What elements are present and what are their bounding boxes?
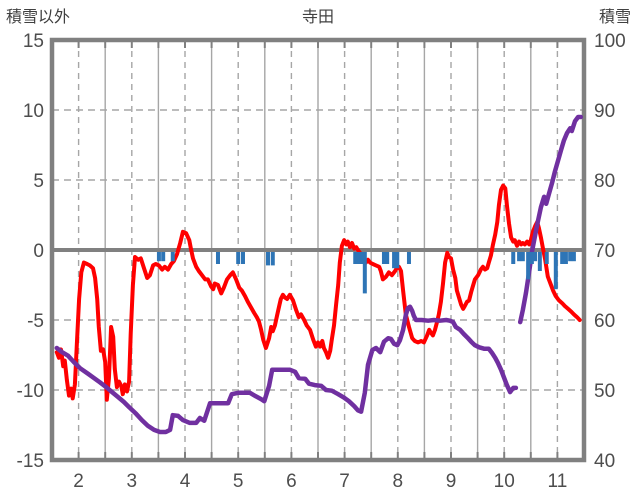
purple-line-series (517, 114, 584, 325)
snow-bar (392, 252, 397, 269)
snow-bar (381, 252, 386, 264)
y-right-tick-label: 90 (594, 101, 615, 122)
snow-bar (385, 252, 390, 264)
y-right-tick-label: 80 (594, 171, 615, 192)
snow-bar (270, 252, 275, 266)
snow-bar (161, 252, 166, 262)
y-left-tick-label: -5 (27, 311, 44, 332)
snow-bar (353, 252, 358, 264)
x-tick-label: 8 (393, 471, 404, 492)
snow-bar (520, 252, 525, 262)
y-left-tick-label: -10 (17, 381, 44, 402)
y-left-tick-label: -15 (17, 451, 44, 472)
snow-bar (511, 252, 516, 264)
x-tick-label: 6 (286, 471, 297, 492)
x-tick-label: 10 (494, 471, 515, 492)
snow-bar (362, 252, 367, 294)
purple-line-series (54, 304, 519, 435)
snow-bar (560, 252, 565, 264)
snow-bar (568, 252, 573, 262)
x-tick-label: 9 (446, 471, 457, 492)
snow-bar (359, 252, 364, 264)
x-tick-label: 3 (127, 471, 138, 492)
y-left-tick-label: 15 (23, 31, 44, 52)
y-left-tick-label: 10 (23, 101, 44, 122)
snow-bar (544, 252, 549, 264)
y-right-tick-label: 40 (594, 451, 615, 472)
y-right-tick-label: 50 (594, 381, 615, 402)
chart-title: 寺田 (301, 9, 334, 26)
snow-bar (537, 252, 542, 271)
snow-bar (563, 252, 568, 264)
snow-bar (170, 252, 175, 262)
snow-bar (571, 252, 576, 262)
y-right-tick-label: 60 (594, 311, 615, 332)
snow-bar (553, 252, 558, 290)
x-tick-label: 5 (233, 471, 244, 492)
snow-bar (357, 252, 362, 264)
snow-bar (517, 252, 522, 262)
snow-bar (406, 252, 411, 264)
snow-bar (156, 252, 161, 262)
snow-bar (533, 252, 538, 262)
red-line-series (54, 183, 582, 402)
left-axis-title: 積雪以外 (6, 9, 71, 26)
y-left-tick-label: 0 (33, 241, 44, 262)
right-axis-title: 積雪 (598, 9, 631, 26)
x-tick-label: 4 (180, 471, 191, 492)
snow-bar (265, 252, 270, 266)
x-tick-label: 11 (548, 471, 568, 492)
snow-bar (236, 252, 241, 264)
x-tick-label: 7 (339, 471, 350, 492)
y-right-tick-label: 100 (594, 31, 626, 52)
snow-bar (240, 252, 245, 264)
snow-bar (215, 252, 220, 264)
y-left-tick-label: 5 (33, 171, 44, 192)
y-right-tick-label: 70 (594, 241, 615, 262)
x-tick-label: 2 (73, 471, 84, 492)
snow-bar (395, 252, 400, 269)
snow-bar (355, 252, 360, 264)
snow-bar (529, 252, 534, 264)
snow-bar (526, 252, 531, 280)
